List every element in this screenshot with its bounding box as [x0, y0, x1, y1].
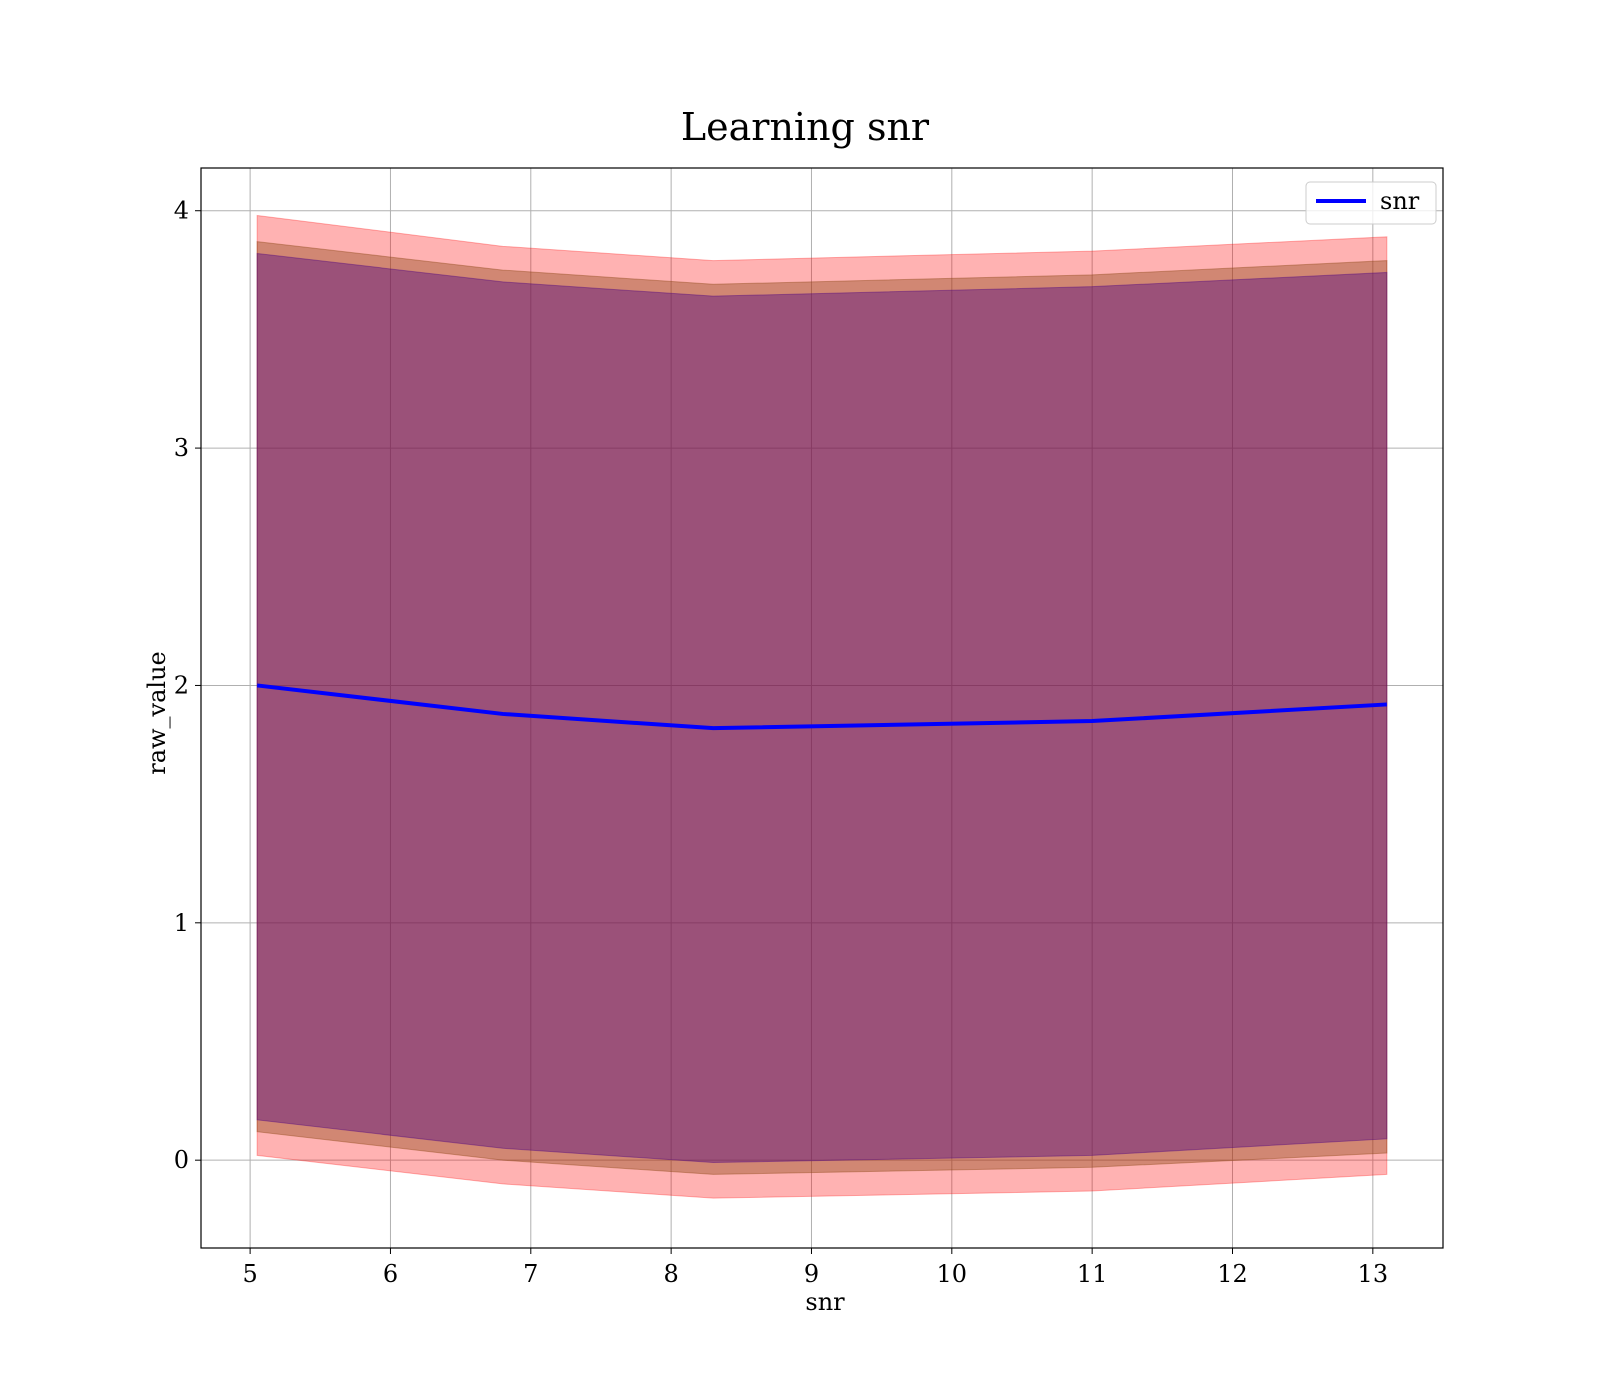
x-tick-label: 12 — [1217, 1260, 1248, 1288]
series-lines — [256, 683, 1387, 731]
x-tick-label: 6 — [383, 1260, 398, 1288]
x-tick-label: 10 — [937, 1260, 968, 1288]
grid-lines — [201, 168, 1443, 1248]
x-tick-label: 11 — [1077, 1260, 1108, 1288]
x-tick-label: 9 — [804, 1260, 819, 1288]
y-tick-label: 4 — [174, 197, 189, 225]
legend: snr — [1305, 181, 1437, 225]
y-tick-label: 3 — [174, 434, 189, 462]
x-axis-ticks: 5 6 7 8 9 10 11 12 13 — [242, 1248, 1388, 1288]
x-tick-label: 8 — [663, 1260, 678, 1288]
confidence-bands — [256, 214, 1388, 1199]
legend-frame — [1305, 181, 1437, 225]
y-tick-label: 0 — [174, 1146, 189, 1174]
plot-area-frame — [200, 167, 1444, 1249]
y-tick-label: 2 — [174, 671, 189, 699]
chart-title: Learning snr — [681, 105, 930, 149]
y-tick-label: 1 — [174, 909, 189, 937]
confidence-band-2 — [256, 241, 1388, 1175]
y-axis-label: raw_value — [143, 651, 171, 775]
confidence-band-1 — [256, 214, 1388, 1199]
x-axis-label: snr — [805, 1288, 845, 1316]
legend-label-snr: snr — [1380, 187, 1420, 215]
confidence-band-3 — [256, 252, 1388, 1164]
x-tick-label: 7 — [523, 1260, 538, 1288]
series-line-snr — [256, 683, 1387, 731]
x-tick-label: 13 — [1358, 1260, 1389, 1288]
y-axis-ticks: 0 1 2 3 4 — [174, 197, 201, 1174]
x-tick-label: 5 — [242, 1260, 257, 1288]
